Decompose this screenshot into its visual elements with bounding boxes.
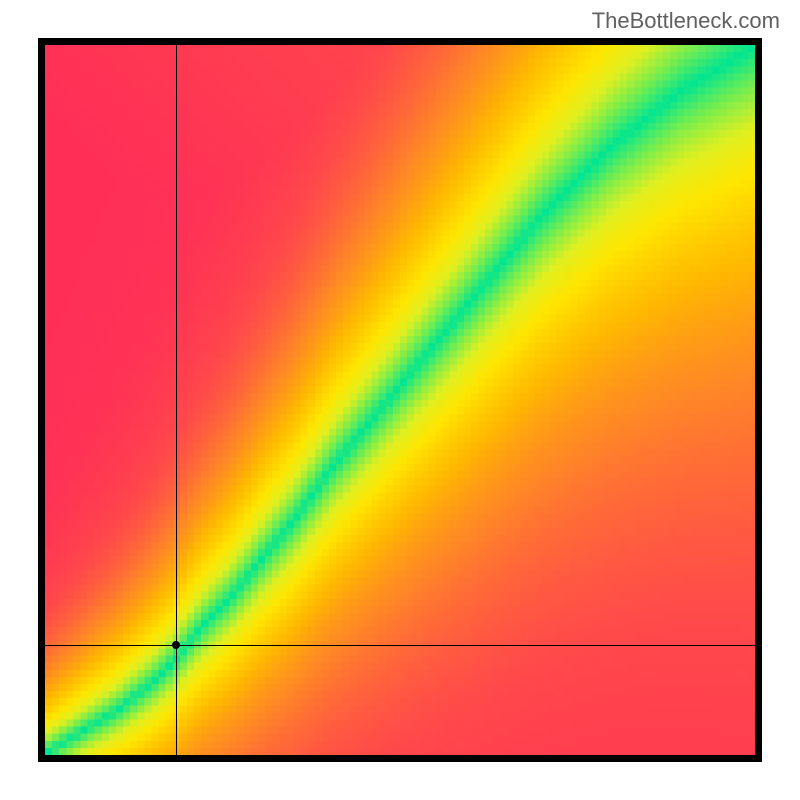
crosshair-marker-dot bbox=[172, 641, 180, 649]
chart-container: TheBottleneck.com bbox=[0, 0, 800, 800]
watermark-text: TheBottleneck.com bbox=[592, 8, 780, 34]
crosshair-horizontal bbox=[45, 645, 755, 646]
heatmap-canvas bbox=[45, 45, 755, 755]
plot-frame bbox=[38, 38, 762, 762]
